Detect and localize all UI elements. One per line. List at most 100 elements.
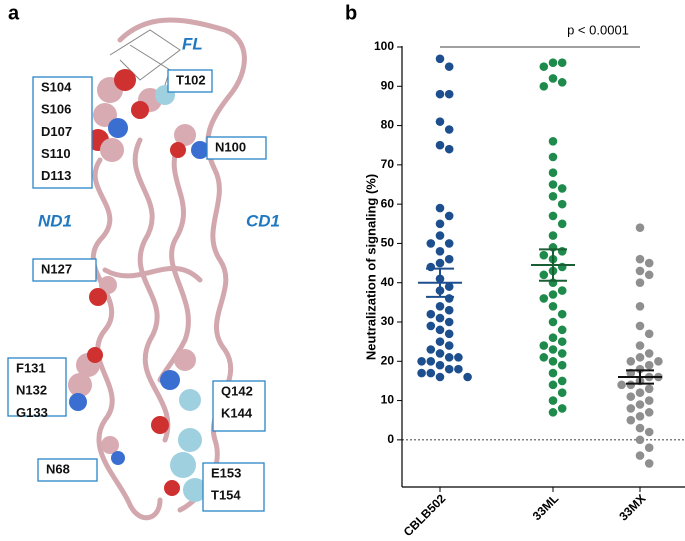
data-point [444, 89, 454, 99]
ribbon [132, 137, 171, 443]
data-point [557, 337, 567, 346]
x-tick-label: 33MX [616, 491, 648, 523]
data-point [557, 404, 567, 413]
data-point [548, 380, 558, 390]
data-point [626, 415, 636, 425]
y-tick-label: 40 [381, 275, 395, 289]
data-point [444, 305, 454, 315]
data-point [557, 246, 567, 256]
data-point [426, 262, 436, 272]
data-point [435, 117, 445, 126]
data-point [444, 317, 454, 327]
chart-panel: b Neutralization of signaling (%) 0 10 20 30 4… [345, 2, 685, 539]
label-box [32, 258, 97, 282]
data-point [444, 211, 454, 221]
data-point [539, 270, 549, 280]
data-point [635, 266, 645, 276]
panel-label: a [8, 2, 20, 24]
y-tick-label: 60 [381, 196, 395, 210]
data-point [644, 270, 654, 280]
data-point [417, 368, 426, 378]
data-point [635, 223, 645, 233]
data-point [548, 301, 558, 311]
data-point [644, 396, 654, 405]
data-point [539, 62, 549, 71]
data-point [435, 360, 445, 370]
data-point [557, 360, 567, 370]
y-tick-label: 30 [381, 314, 395, 328]
data-point [444, 329, 454, 339]
data-point [548, 168, 558, 178]
data-point [444, 62, 454, 71]
residue-label: T154 [211, 488, 241, 503]
residue-label: E153 [211, 465, 241, 480]
residue-label: K144 [221, 406, 253, 421]
data-point [626, 380, 636, 390]
data-point [444, 341, 454, 350]
y-tick-label: 90 [381, 78, 395, 92]
data-point [635, 254, 645, 264]
data-point [557, 388, 567, 398]
data-point [635, 278, 645, 288]
data-point [557, 199, 567, 209]
data-point [644, 384, 654, 394]
structure-panel: a FL ND1 CD1 T102 S104 S106 D107 S110 D113 N10… [7, 2, 280, 520]
data-point [644, 258, 654, 268]
data-point [444, 239, 454, 248]
data-point [635, 321, 645, 331]
data-point [635, 341, 645, 350]
data-point [435, 219, 445, 229]
data-point [635, 411, 645, 421]
data-point [548, 58, 558, 68]
data-point [435, 203, 445, 213]
data-point [435, 349, 445, 358]
data-point [635, 400, 645, 409]
data-point [644, 329, 654, 339]
residue-label: S106 [41, 102, 71, 117]
data-point [548, 368, 558, 378]
data-point [539, 294, 549, 303]
data-point [426, 239, 436, 248]
data-point [635, 435, 645, 445]
residue-label: Q142 [221, 383, 253, 398]
data-point [444, 294, 454, 303]
data-point [644, 349, 654, 358]
data-point [454, 364, 463, 374]
residue-label: F131 [16, 360, 46, 375]
data-point [435, 231, 445, 240]
data-point [644, 408, 654, 417]
residue-label: N127 [41, 261, 72, 276]
data-point [435, 89, 445, 99]
data-point [635, 451, 645, 460]
data-point [626, 404, 636, 413]
x-tick-label: 33ML [530, 491, 562, 523]
data-point [548, 231, 558, 240]
data-point [557, 78, 567, 87]
data-point [539, 341, 549, 350]
data-point [548, 211, 558, 221]
data-point [444, 282, 454, 291]
data-point [426, 356, 436, 366]
y-tick-label: 20 [381, 353, 395, 367]
region-label: ND1 [38, 211, 72, 230]
data-point [557, 309, 567, 319]
y-tick-label: 10 [381, 393, 395, 407]
data-point [557, 184, 567, 193]
data-point [435, 313, 445, 323]
region-label: CD1 [246, 211, 280, 230]
data-point [557, 58, 567, 68]
data-point [426, 345, 436, 354]
data-point [557, 376, 567, 386]
annotation: p < 0.0001 [567, 22, 629, 37]
residue-label: N132 [16, 383, 47, 398]
ribbon [157, 137, 191, 383]
data-point [548, 396, 558, 405]
label-box [7, 357, 67, 417]
data-point [557, 325, 567, 335]
data-point [635, 423, 645, 433]
data-point [539, 81, 549, 91]
data-point [435, 246, 445, 256]
y-tick-label: 0 [387, 432, 394, 446]
data-point [548, 136, 558, 146]
